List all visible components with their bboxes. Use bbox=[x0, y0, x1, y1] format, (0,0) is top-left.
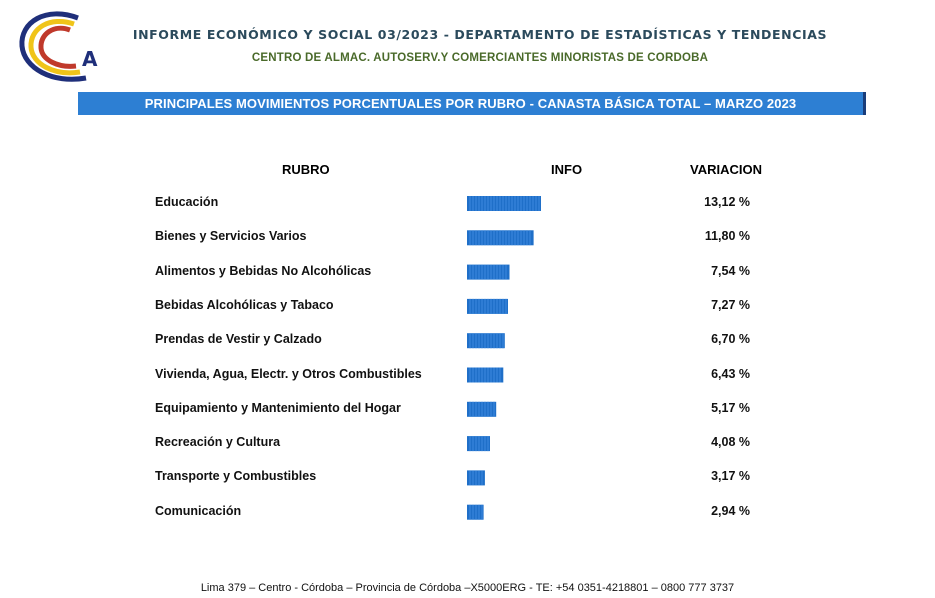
bar bbox=[467, 264, 510, 280]
chart-banner: PRINCIPALES MOVIMIENTOS PORCENTUALES POR… bbox=[78, 92, 866, 115]
bar bbox=[467, 298, 508, 314]
category-label: Transporte y Combustibles bbox=[155, 469, 317, 484]
bar bbox=[467, 470, 485, 486]
value-label: 2,94 % bbox=[711, 503, 750, 518]
bar bbox=[467, 436, 490, 452]
value-label: 5,17 % bbox=[711, 400, 750, 415]
logo-letter: A bbox=[82, 47, 98, 71]
bar bbox=[467, 230, 534, 246]
value-label: 7,27 % bbox=[711, 297, 750, 312]
bar bbox=[467, 367, 504, 383]
value-label: 6,70 % bbox=[711, 332, 750, 347]
category-label: Bebidas Alcohólicas y Tabaco bbox=[155, 297, 334, 312]
column-header-variacion: VARIACION bbox=[690, 162, 762, 177]
report-title: INFORME ECONÓMICO Y SOCIAL 03/2023 - DEP… bbox=[132, 27, 828, 42]
bar bbox=[467, 401, 497, 417]
bar bbox=[467, 333, 505, 349]
logo-arc-blue bbox=[19, 11, 87, 82]
category-label: Comunicación bbox=[155, 503, 242, 518]
bar bbox=[467, 196, 541, 211]
category-label: Educación bbox=[155, 195, 219, 209]
value-label: 6,43 % bbox=[711, 366, 750, 381]
category-label: Vivienda, Agua, Electr. y Otros Combusti… bbox=[155, 366, 422, 381]
column-header-info: INFO bbox=[551, 162, 583, 177]
footer-address: Lima 379 – Centro - Córdoba – Provincia … bbox=[200, 582, 735, 594]
org-name: CENTRO DE ALMAC. AUTOSERV.Y COMERCIANTES… bbox=[251, 52, 709, 64]
value-label: 3,17 % bbox=[711, 469, 750, 484]
category-label: Prendas de Vestir y Calzado bbox=[155, 332, 322, 347]
logo: A bbox=[19, 11, 98, 82]
column-header-rubro: RUBRO bbox=[282, 162, 330, 177]
category-label: Recreación y Cultura bbox=[155, 435, 281, 450]
logo-arc-red bbox=[38, 25, 77, 69]
category-label: Equipamiento y Mantenimiento del Hogar bbox=[155, 400, 401, 415]
value-label: 4,08 % bbox=[711, 435, 750, 450]
logo-arc-yellow bbox=[28, 18, 81, 76]
category-label: Alimentos y Bebidas No Alcohólicas bbox=[155, 263, 372, 278]
bar bbox=[467, 504, 484, 520]
category-label: Bienes y Servicios Varios bbox=[155, 229, 307, 244]
value-label: 11,80 % bbox=[704, 229, 750, 244]
value-label: 7,54 % bbox=[711, 263, 750, 278]
value-label: 13,12 % bbox=[704, 195, 750, 209]
